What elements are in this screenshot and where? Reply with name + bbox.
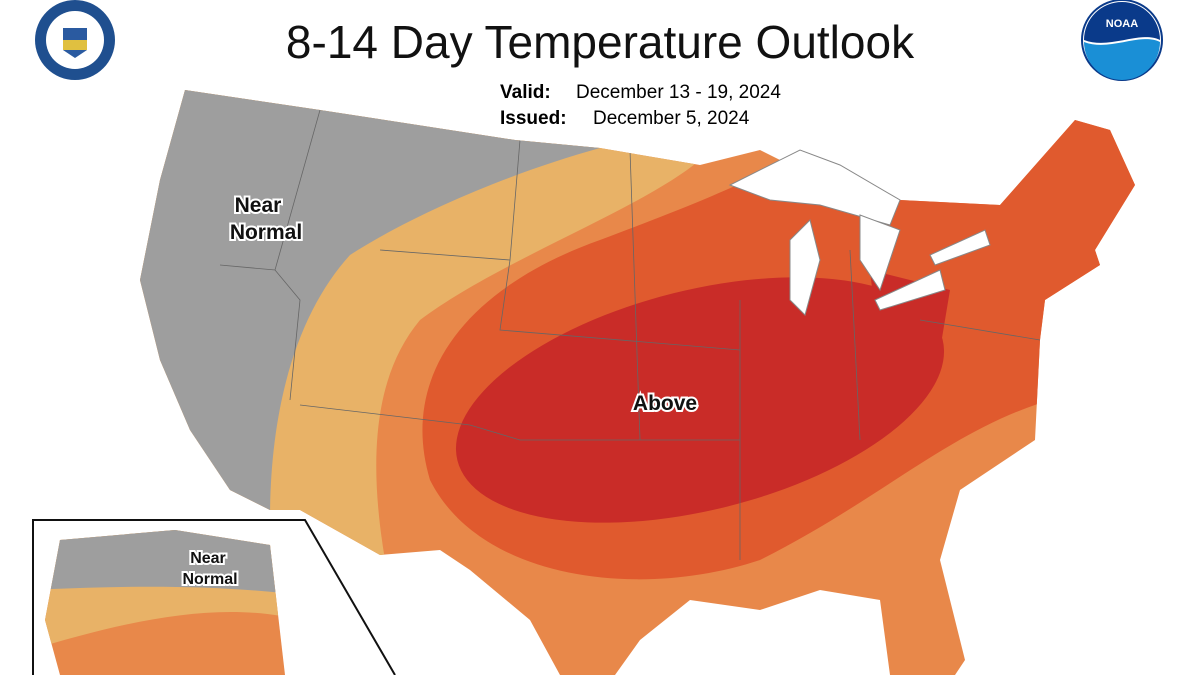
- state-borders: [219, 109, 1041, 560]
- noaa-logo[interactable]: NOAA: [1081, 0, 1163, 81]
- region-label: Above: [633, 392, 697, 415]
- great-lakes: [728, 149, 991, 316]
- alaska-inset: [32, 519, 396, 675]
- issued-label: Issued:: [500, 108, 567, 129]
- region-label: Near Normal: [182, 550, 237, 588]
- commerce-seal: [35, 0, 115, 80]
- region-label: Near Normal: [230, 194, 302, 244]
- valid-label: Valid:: [500, 82, 551, 103]
- noaa-text: NOAA: [1106, 18, 1138, 30]
- valid-date: December 13 - 19, 2024: [576, 82, 781, 103]
- issued-date: December 5, 2024: [593, 108, 750, 129]
- title: 8-14 Day Temperature Outlook: [286, 16, 915, 68]
